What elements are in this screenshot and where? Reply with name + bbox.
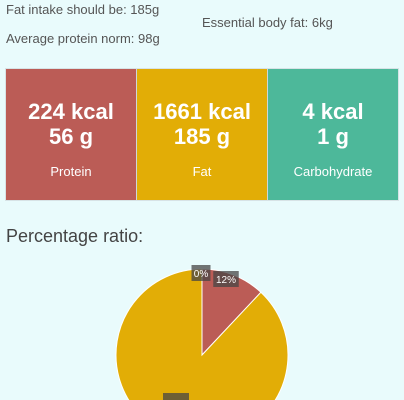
card-divider	[136, 69, 137, 200]
pie-label-carbohydrate: 0%	[191, 265, 211, 281]
fat-intake-text: Fat intake should be: 185g	[6, 2, 160, 17]
protein-card: 224 kcal 56 g Protein	[6, 69, 136, 200]
carbohydrate-label: Carbohydrate	[293, 164, 373, 179]
carbohydrate-card: 4 kcal 1 g Carbohydrate	[268, 69, 398, 200]
protein-label: Protein	[50, 164, 92, 179]
fat-grams: 185 g	[173, 124, 231, 149]
svg-text:12%: 12%	[216, 275, 236, 286]
carbohydrate-kcal: 4 kcal	[302, 99, 364, 124]
fat-card: 1661 kcal 185 g Fat	[137, 69, 267, 200]
pie-label-fat	[163, 393, 189, 400]
pie-slice-fat	[115, 268, 289, 400]
protein-norm-text: Average protein norm: 98g	[6, 31, 160, 46]
percentage-ratio-title: Percentage ratio:	[6, 226, 144, 246]
protein-kcal: 224 kcal	[28, 99, 114, 124]
macro-cards: 224 kcal 56 g Protein 1661 kcal 185 g Fa…	[5, 68, 399, 201]
fat-kcal: 1661 kcal	[153, 99, 251, 124]
card-divider	[267, 69, 268, 200]
svg-text:0%: 0%	[194, 269, 209, 280]
essential-fat-text: Essential body fat: 6kg	[202, 15, 333, 30]
fat-label: Fat	[192, 164, 212, 179]
carbohydrate-grams: 1 g	[317, 124, 349, 149]
protein-grams: 56 g	[48, 124, 94, 149]
pie-label-protein: 12%	[213, 271, 239, 287]
